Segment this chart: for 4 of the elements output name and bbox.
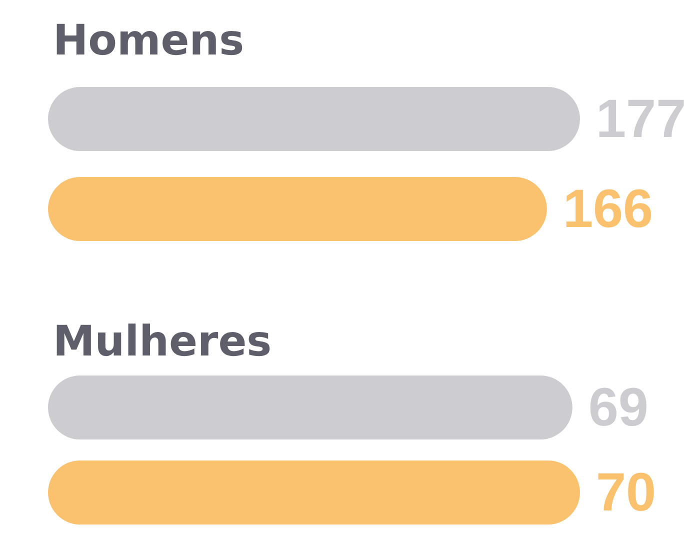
- chart-title: Mulheres: [53, 316, 272, 366]
- chart-title: Homens: [53, 16, 244, 64]
- data-label: 70: [596, 462, 656, 522]
- data-label: 166: [562, 179, 654, 239]
